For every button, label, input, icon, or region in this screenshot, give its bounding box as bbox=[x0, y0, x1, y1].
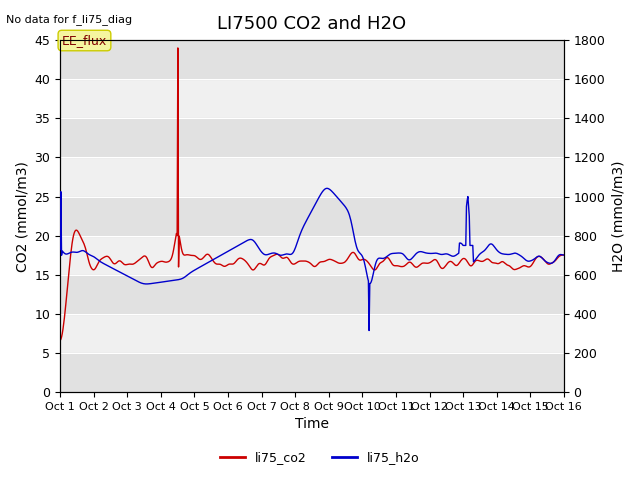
Bar bbox=[60, 275, 564, 314]
X-axis label: Time: Time bbox=[295, 418, 329, 432]
Bar bbox=[60, 353, 564, 392]
Title: LI7500 CO2 and H2O: LI7500 CO2 and H2O bbox=[218, 15, 406, 33]
Text: EE_flux: EE_flux bbox=[62, 34, 107, 47]
Y-axis label: H2O (mmol/m3): H2O (mmol/m3) bbox=[611, 160, 625, 272]
Bar bbox=[60, 197, 564, 236]
Bar bbox=[60, 40, 564, 79]
Text: No data for f_li75_diag: No data for f_li75_diag bbox=[6, 14, 132, 25]
Bar bbox=[60, 119, 564, 157]
Y-axis label: CO2 (mmol/m3): CO2 (mmol/m3) bbox=[15, 161, 29, 272]
Legend: li75_co2, li75_h2o: li75_co2, li75_h2o bbox=[215, 446, 425, 469]
